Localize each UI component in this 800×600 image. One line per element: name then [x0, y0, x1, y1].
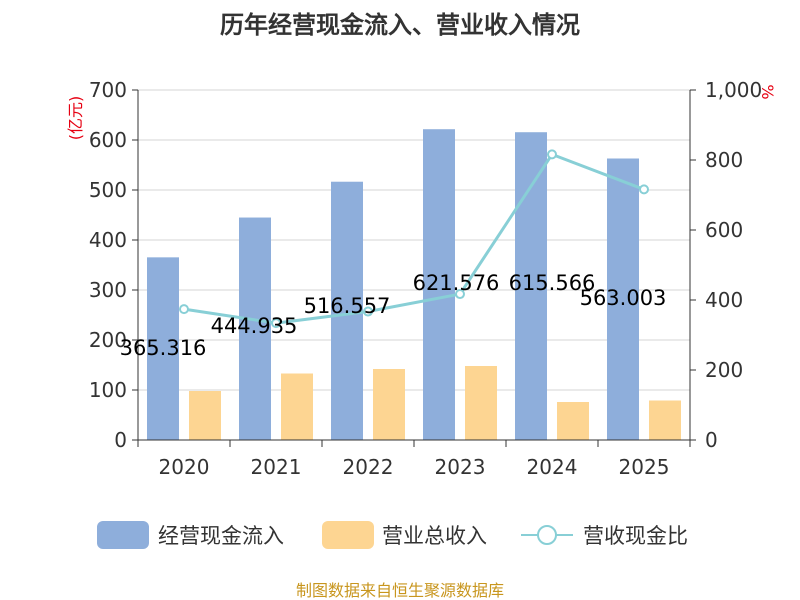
revenue-bar	[557, 402, 589, 440]
x-tick-label: 2023	[435, 455, 486, 479]
cash-inflow-bar	[331, 181, 363, 440]
left-tick-label: 0	[114, 428, 127, 452]
right-tick-label: 800	[705, 148, 743, 172]
left-tick-label: 500	[89, 178, 127, 202]
cash-inflow-data-label: 365.316	[120, 336, 207, 360]
ratio-point	[639, 184, 649, 195]
grid-lines	[138, 89, 690, 441]
cash-inflow-data-label: 516.557	[304, 294, 391, 318]
x-tick-label: 2020	[159, 455, 210, 479]
legend-swatch-cash-inflow	[97, 521, 149, 549]
right-tick-label: 600	[705, 218, 743, 242]
legend-label-revenue: 营业总收入	[382, 524, 487, 548]
legend: 经营现金流入 营业总收入 营收现金比	[97, 521, 688, 549]
x-tick-label: 2022	[343, 455, 394, 479]
x-tick-label: 2024	[527, 455, 578, 479]
revenue-bar	[189, 391, 221, 440]
source-note: 制图数据来自恒生聚源数据库	[296, 581, 504, 600]
cash-inflow-bar	[515, 132, 547, 441]
left-axis-unit: (亿元)	[66, 96, 85, 141]
cash-inflow-data-label: 621.576	[413, 271, 500, 295]
chart-title: 历年经营现金流入、营业收入情况	[220, 11, 580, 39]
left-tick-label: 600	[89, 128, 127, 152]
revenue-bar	[649, 400, 681, 440]
right-tick-label: 400	[705, 288, 743, 312]
cash-inflow-bar	[147, 257, 179, 440]
cash-inflow-data-label: 615.566	[509, 271, 596, 295]
left-tick-label: 700	[89, 78, 127, 102]
ratio-point	[271, 318, 281, 329]
ratio-point	[363, 306, 373, 317]
ratio-point	[455, 289, 465, 300]
cash-inflow-bar	[607, 158, 639, 440]
right-tick-label: 200	[705, 358, 743, 382]
ratio-polyline	[183, 152, 645, 325]
left-tick-label: 300	[89, 278, 127, 302]
left-tick-label: 400	[89, 228, 127, 252]
left-tick-label: 100	[89, 378, 127, 402]
legend-label-cash-inflow: 经营现金流入	[158, 524, 284, 548]
revenue-bar	[465, 366, 497, 440]
cash-inflow-bar	[423, 129, 455, 440]
ratio-line	[179, 149, 649, 329]
bars	[147, 129, 681, 441]
ratio-point	[547, 149, 557, 160]
legend-swatch-revenue	[322, 521, 374, 549]
legend-marker-ratio	[537, 525, 557, 545]
x-tick-label: 2025	[619, 455, 670, 479]
left-tick-label: 200	[89, 328, 127, 352]
legend-label-ratio: 营收现金比	[583, 524, 688, 548]
cash-inflow-data-label: 444.935	[211, 314, 298, 338]
right-axis-unit: %	[758, 84, 777, 99]
cash-inflow-data-label: 563.003	[580, 286, 667, 310]
ratio-point	[179, 304, 189, 315]
right-tick-label: 1,000	[705, 78, 762, 102]
axes: 0 100 200 300 400 500 600 700 0 200 400 600 800 1,000…	[89, 78, 762, 479]
x-tick-label: 2021	[251, 455, 302, 479]
right-tick-label: 0	[705, 428, 718, 452]
revenue-bar	[373, 369, 405, 440]
revenue-bar	[281, 373, 313, 440]
cash-inflow-bar	[239, 217, 271, 440]
